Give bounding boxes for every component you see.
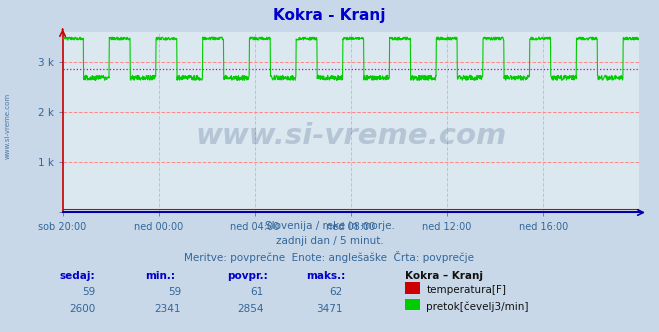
Text: 2600: 2600 xyxy=(69,304,96,314)
Text: Kokra – Kranj: Kokra – Kranj xyxy=(405,271,483,281)
Text: 2854: 2854 xyxy=(237,304,264,314)
Text: 2341: 2341 xyxy=(155,304,181,314)
Text: 61: 61 xyxy=(250,287,264,297)
Text: temperatura[F]: temperatura[F] xyxy=(426,285,506,294)
Text: 59: 59 xyxy=(168,287,181,297)
Text: 3471: 3471 xyxy=(316,304,343,314)
Text: Meritve: povprečne  Enote: anglešaške  Črta: povprečje: Meritve: povprečne Enote: anglešaške Črt… xyxy=(185,251,474,263)
Text: Slovenija / reke in morje.: Slovenija / reke in morje. xyxy=(264,221,395,231)
Text: www.si-vreme.com: www.si-vreme.com xyxy=(195,123,507,150)
Text: maks.:: maks.: xyxy=(306,271,346,281)
Text: pretok[čevelj3/min]: pretok[čevelj3/min] xyxy=(426,301,529,312)
Text: Kokra - Kranj: Kokra - Kranj xyxy=(273,8,386,23)
Text: povpr.:: povpr.: xyxy=(227,271,268,281)
Text: www.si-vreme.com: www.si-vreme.com xyxy=(5,93,11,159)
Text: sedaj:: sedaj: xyxy=(59,271,95,281)
Text: 62: 62 xyxy=(330,287,343,297)
Text: zadnji dan / 5 minut.: zadnji dan / 5 minut. xyxy=(275,236,384,246)
Text: 59: 59 xyxy=(82,287,96,297)
Text: min.:: min.: xyxy=(145,271,175,281)
